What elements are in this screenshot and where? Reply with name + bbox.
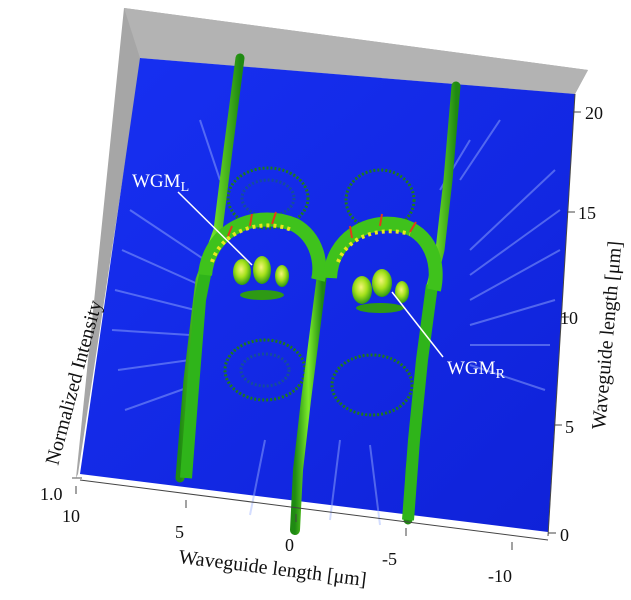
wgm-right-leader <box>391 291 444 358</box>
back-wall-top <box>124 8 588 94</box>
left-axis-tick: 1.0 <box>40 484 63 504</box>
center-waveguide <box>290 270 327 535</box>
bottom-tick-0: 0 <box>285 535 294 555</box>
wgm-left-modes <box>233 256 289 300</box>
bottom-tick-5: 5 <box>175 522 184 542</box>
right-tick-15: 15 <box>578 203 596 223</box>
bottom-tick-minus10: -10 <box>488 566 512 586</box>
wgm-left-label: WGML <box>132 171 189 195</box>
right-tick-10: 10 <box>560 308 578 328</box>
right-tick-0: 0 <box>560 525 569 545</box>
right-axis-label: Waveguide length [μm] <box>588 240 626 430</box>
right-axis <box>547 93 581 537</box>
wgm-right-label: WGMR <box>447 358 506 382</box>
right-tick-5: 5 <box>565 417 574 437</box>
wgm-left-leader <box>177 191 253 266</box>
right-ring-resonator <box>323 216 443 292</box>
radiation-streaks <box>111 119 561 526</box>
bottom-tick-minus5: -5 <box>382 549 397 569</box>
wgm-right-modes <box>352 269 409 313</box>
right-tick-20: 20 <box>585 103 603 123</box>
left-ring-resonator <box>198 212 327 282</box>
bottom-axis <box>75 479 549 550</box>
bottom-tick-10: 10 <box>62 506 80 526</box>
bottom-axis-label: Waveguide length [μm] <box>177 546 367 591</box>
back-wall <box>76 8 588 478</box>
intensity-surface <box>80 58 575 532</box>
